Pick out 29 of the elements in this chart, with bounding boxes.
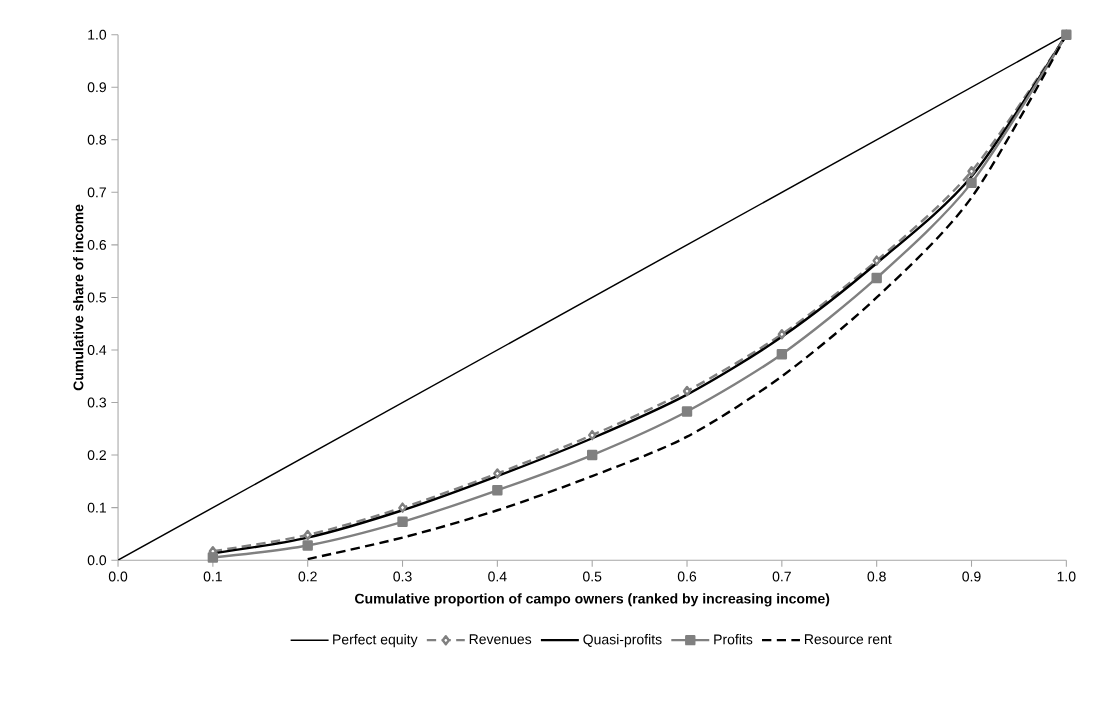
y-tick-label: 0.4 [87, 344, 107, 355]
y-tick-label: 0.9 [87, 82, 106, 93]
y-tick-label: 0.7 [87, 187, 106, 198]
y-tick-label: 0.0 [87, 555, 107, 566]
legend-label: Revenues [469, 634, 532, 645]
x-tick-label: 0.6 [677, 571, 697, 582]
legend-label: Resource rent [804, 634, 892, 645]
y-axis-title: Cumulative share of income [73, 204, 84, 391]
y-tick-label: 0.1 [87, 502, 106, 513]
x-tick-label: 0.8 [867, 571, 886, 582]
x-tick-label: 0.4 [488, 571, 507, 582]
x-tick-label: 0.2 [298, 571, 317, 582]
y-tick-label: 1.0 [88, 29, 107, 40]
y-tick-label: 0.3 [87, 397, 107, 408]
x-tick-label: 0.1 [203, 571, 222, 582]
y-tick-label: 0.2 [87, 450, 106, 460]
y-tick-label: 0.8 [87, 134, 107, 145]
x-tick-label: 0.7 [772, 571, 791, 582]
x-tick-label: 0.5 [583, 571, 602, 582]
x-axis-title: Cumulative proportion of campo owners (ranked by increasing income) [355, 593, 830, 607]
x-tick-label: 0.9 [962, 571, 981, 582]
x-tick-label: 0.3 [393, 571, 412, 582]
y-tick-label: 0.5 [87, 292, 107, 303]
x-tick-label: 0.0 [108, 571, 128, 582]
y-tick-label: 0.6 [87, 239, 107, 250]
x-tick-label: 1.0 [1057, 571, 1076, 582]
legend-label: Perfect equity [333, 633, 418, 648]
legend-label: Profits [714, 633, 753, 645]
legend-label: Quasi-profits [583, 633, 662, 648]
